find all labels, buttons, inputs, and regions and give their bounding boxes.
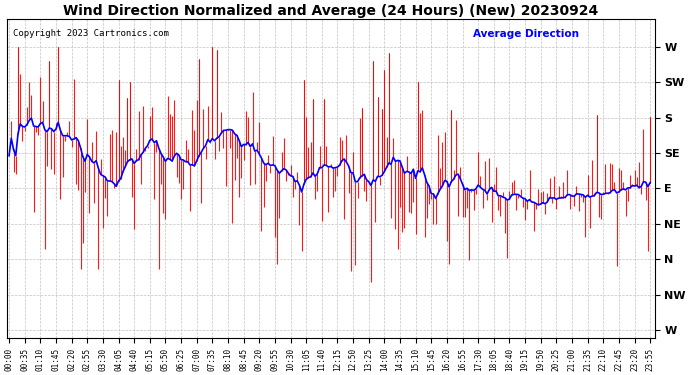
Text: Copyright 2023 Cartronics.com: Copyright 2023 Cartronics.com xyxy=(13,29,169,38)
Text: Average Direction: Average Direction xyxy=(473,29,579,39)
Title: Wind Direction Normalized and Average (24 Hours) (New) 20230924: Wind Direction Normalized and Average (2… xyxy=(63,4,598,18)
